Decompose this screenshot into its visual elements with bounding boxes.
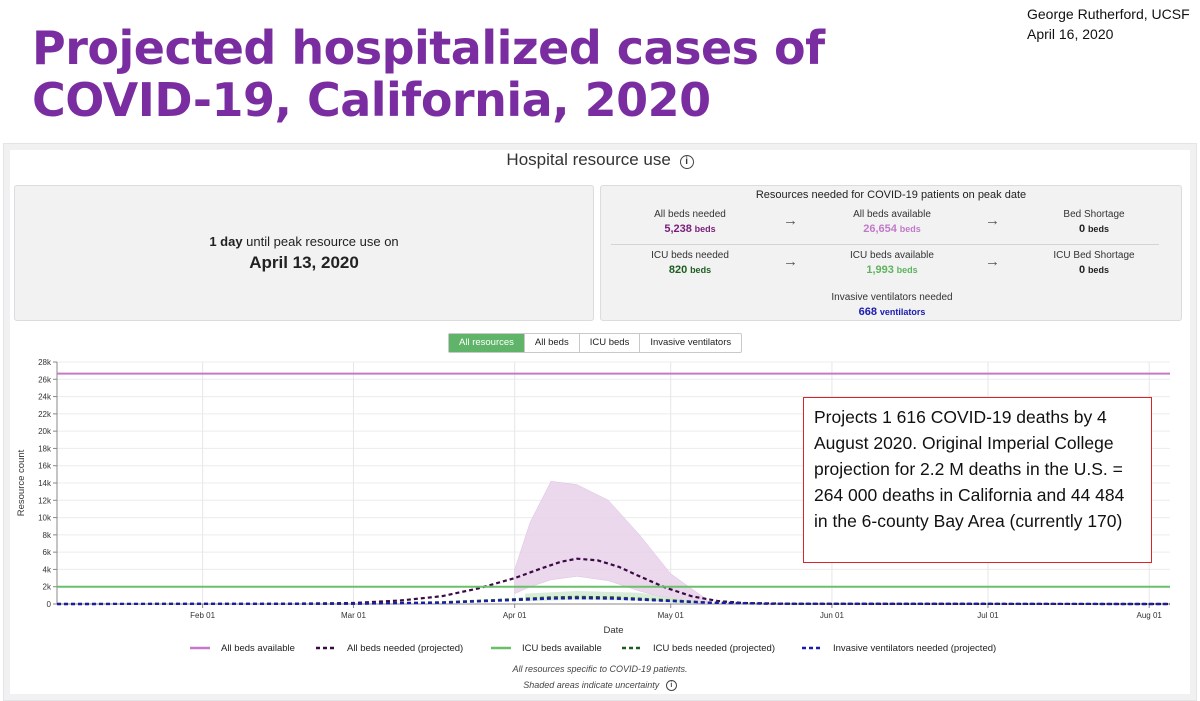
legend-label: ICU beds needed (projected): [653, 643, 775, 654]
divider: [611, 244, 1159, 245]
beds-unit: beds: [1087, 224, 1109, 234]
y-tick-label: 14k: [38, 479, 52, 488]
ventilators-unit: ventilators: [879, 307, 926, 317]
credit: George Rutherford, UCSF April 16, 2020: [1027, 4, 1190, 44]
peak-box: 1 day until peak resource use on April 1…: [14, 185, 594, 321]
ventilators-needed-label: Invasive ventilators needed: [831, 292, 953, 303]
all-beds-available: All beds available 26,654 beds: [817, 208, 967, 237]
legend-label: ICU beds available: [522, 643, 602, 654]
beds-unit: beds: [1087, 265, 1109, 275]
arrow-icon: →: [985, 253, 1000, 270]
series-ventilators-needed: [56, 597, 1171, 606]
tab-all-beds[interactable]: All beds: [523, 334, 579, 352]
x-tick-label: Aug 01: [1137, 611, 1163, 620]
credit-date: April 16, 2020: [1027, 26, 1114, 42]
peak-date: April 13, 2020: [249, 253, 359, 272]
y-tick-label: 10k: [38, 514, 52, 523]
resources-title: Resources needed for COVID-19 patients o…: [755, 189, 1027, 201]
resource-tabs: All resources All beds ICU beds Invasive…: [448, 333, 743, 353]
y-tick-label: 6k: [43, 548, 52, 557]
y-tick-label: 22k: [38, 410, 52, 419]
arrow-icon: →: [783, 253, 798, 270]
x-axis-label: Date: [603, 625, 623, 636]
legend-label: All beds available: [221, 643, 295, 654]
info-icon[interactable]: i: [679, 155, 694, 169]
y-tick-label: 4k: [43, 565, 52, 574]
peak-countdown: 1 day until peak resource use on: [15, 234, 593, 249]
y-tick-label: 0: [47, 600, 52, 609]
y-tick-label: 16k: [38, 462, 52, 471]
legend-label: All beds needed (projected): [347, 643, 463, 654]
x-tick-label: Mar 01: [341, 611, 366, 620]
y-tick-label: 26k: [38, 375, 52, 384]
all-beds-needed-label: All beds needed: [654, 209, 726, 220]
footnote-uncertainty: Shaded areas indicate uncertainty i: [0, 680, 1200, 691]
slide-title: Projected hospitalized cases of COVID-19…: [32, 21, 825, 127]
info-icon[interactable]: i: [665, 680, 677, 691]
icu-bed-shortage-label: ICU Bed Shortage: [1053, 250, 1135, 261]
x-tick-label: Jun 01: [820, 611, 845, 620]
series-all-beds-needed: [56, 557, 1171, 606]
icu-bed-shortage: ICU Bed Shortage 0 beds: [1019, 249, 1169, 278]
tab-icu-beds[interactable]: ICU beds: [578, 334, 640, 352]
y-tick-label: 28k: [38, 358, 52, 367]
x-tick-label: Apr 01: [503, 611, 527, 620]
footnote-specific: All resources specific to COVID-19 patie…: [512, 664, 688, 674]
x-tick-label: May 01: [658, 611, 685, 620]
y-tick-label: 20k: [38, 427, 52, 436]
uncertainty-band: [514, 481, 708, 605]
legend-label: Invasive ventilators needed (projected): [833, 643, 996, 654]
arrow-icon: →: [783, 212, 798, 229]
bed-shortage-value: 0: [1079, 223, 1086, 235]
x-tick-label: Feb 01: [190, 611, 215, 620]
x-tick-label: Jul 01: [977, 611, 999, 620]
all-beds-available-label: All beds available: [853, 209, 931, 220]
icu-beds-available: ICU beds available 1,993 beds: [817, 249, 967, 278]
y-tick-label: 8k: [43, 531, 52, 540]
tab-invasive-ventilators[interactable]: Invasive ventilators: [639, 334, 741, 352]
y-axis-label: Resource count: [16, 449, 27, 516]
all-beds-needed-value: 5,238: [664, 223, 692, 235]
panel-title-text: Hospital resource use: [506, 150, 671, 169]
icu-beds-available-label: ICU beds available: [850, 250, 934, 261]
y-tick-label: 24k: [38, 393, 52, 402]
peak-days: 1 day: [209, 234, 243, 249]
icu-beds-needed: ICU beds needed 820 beds: [615, 249, 765, 278]
resources-box: Resources needed for COVID-19 patients o…: [600, 185, 1182, 321]
bed-shortage-label: Bed Shortage: [1063, 209, 1125, 220]
ventilators-needed-value: 668: [858, 306, 878, 318]
arrow-icon: →: [985, 212, 1000, 229]
all-beds-available-value: 26,654: [863, 223, 897, 235]
y-tick-label: 12k: [38, 496, 52, 505]
y-tick-label: 18k: [38, 444, 52, 453]
icu-beds-needed-label: ICU beds needed: [651, 250, 729, 261]
y-tick-label: 2k: [43, 583, 52, 592]
credit-author: George Rutherford, UCSF: [1027, 6, 1190, 22]
series-icu-beds-needed: [56, 595, 1171, 606]
peak-days-suffix: until peak resource use on: [242, 234, 399, 249]
icu-beds-available-value: 1,993: [866, 264, 894, 276]
bed-shortage: Bed Shortage 0 beds: [1019, 208, 1169, 237]
icu-beds-needed-value: 820: [668, 264, 688, 276]
beds-unit: beds: [694, 224, 716, 234]
panel-title: Hospital resource use i: [0, 150, 1200, 170]
beds-unit: beds: [896, 265, 918, 275]
beds-unit: beds: [690, 265, 712, 275]
ventilators-needed: Invasive ventilators needed 668 ventilat…: [817, 291, 967, 320]
annotation-box: Projects 1 616 COVID-19 deaths by 4 Augu…: [803, 397, 1152, 563]
tab-all-resources[interactable]: All resources: [449, 334, 524, 352]
footnote-uncertainty-text: Shaded areas indicate uncertainty: [523, 680, 660, 690]
icu-bed-shortage-value: 0: [1079, 264, 1086, 276]
beds-unit: beds: [899, 224, 921, 234]
all-beds-needed: All beds needed 5,238 beds: [615, 208, 765, 237]
